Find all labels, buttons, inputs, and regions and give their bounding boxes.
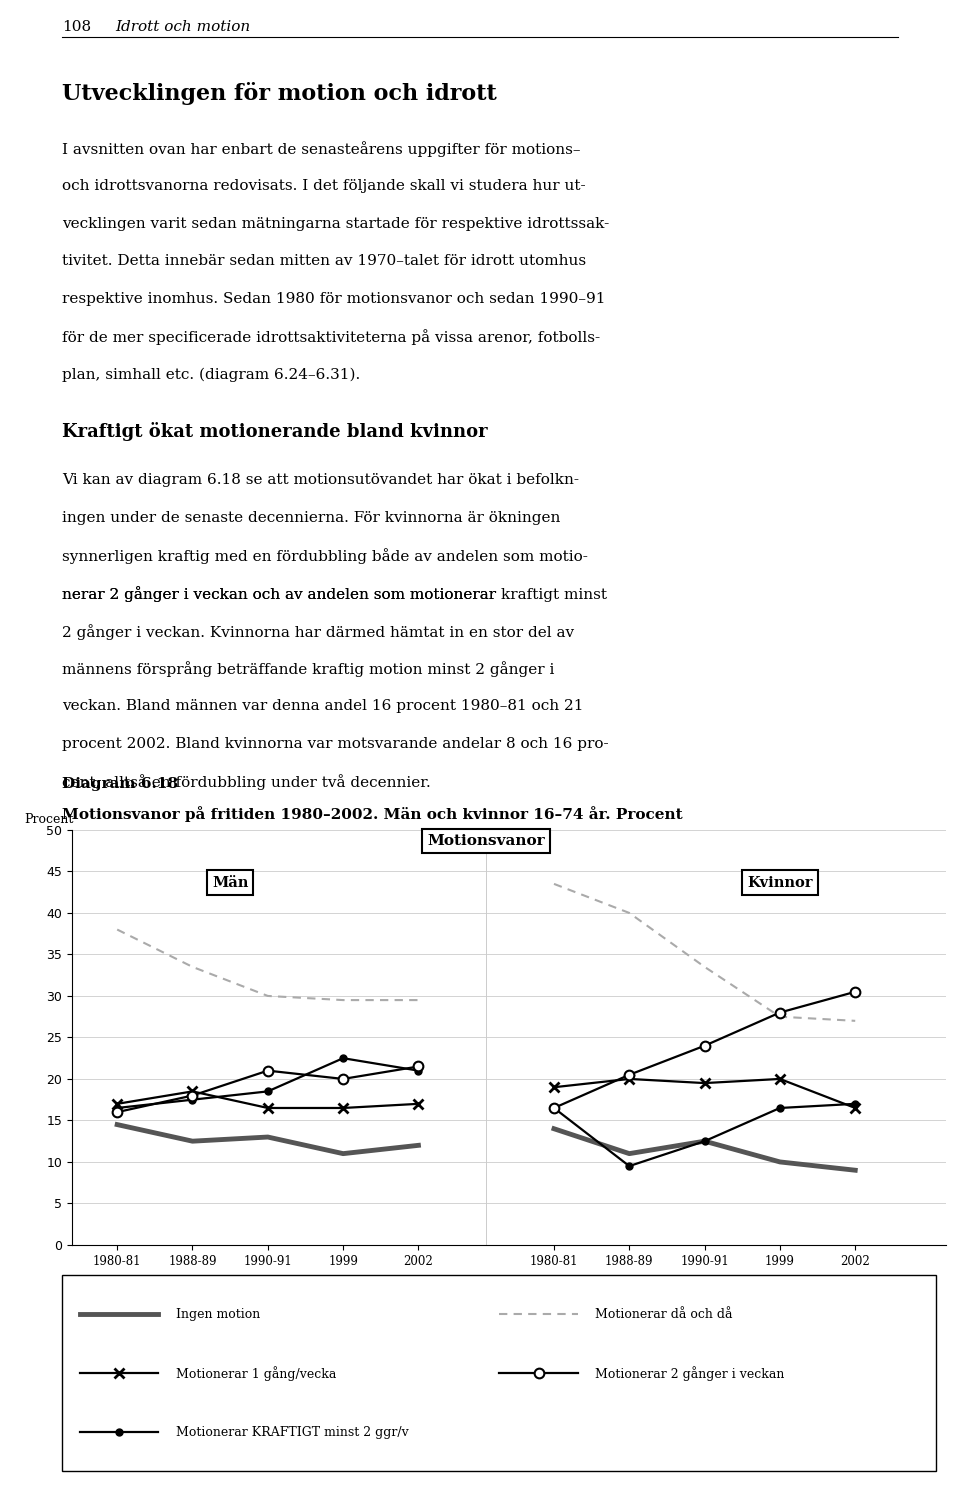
Text: Idrott och motion: Idrott och motion — [115, 20, 251, 33]
Text: procent 2002. Bland kvinnorna var motsvarande andelar 8 och 16 pro-: procent 2002. Bland kvinnorna var motsva… — [62, 736, 609, 751]
Text: för de mer specificerade idrottsaktiviteterna på vissa arenor, fotbolls-: för de mer specificerade idrottsaktivite… — [62, 329, 601, 346]
Text: och idrottsvanorna redovisats. I det följande skall vi studera hur ut-: och idrottsvanorna redovisats. I det föl… — [62, 180, 586, 193]
Text: I avsnitten ovan har enbart de senasteårens uppgifter för motions–: I avsnitten ovan har enbart de senasteår… — [62, 142, 581, 157]
Text: nerar 2 gånger i veckan och av andelen som motionerar kraftigt minst: nerar 2 gånger i veckan och av andelen s… — [62, 585, 608, 602]
Text: Kvinnor: Kvinnor — [747, 875, 813, 890]
Text: Kraftigt ökat motionerande bland kvinnor: Kraftigt ökat motionerande bland kvinnor — [62, 423, 488, 441]
Text: Motionsvanor på fritiden 1980–2002. Män och kvinnor 16–74 år. Procent: Motionsvanor på fritiden 1980–2002. Män … — [62, 806, 683, 822]
Text: 108: 108 — [62, 20, 91, 33]
Text: Vi kan av diagram 6.18 se att motionsutövandet har ökat i befolkn-: Vi kan av diagram 6.18 se att motionsutö… — [62, 474, 580, 487]
Text: Motionsvanor: Motionsvanor — [427, 834, 545, 848]
Text: veckan. Bland männen var denna andel 16 procent 1980–81 och 21: veckan. Bland männen var denna andel 16 … — [62, 699, 584, 714]
Text: vecklingen varit sedan mätningarna startade för respektive idrottssak-: vecklingen varit sedan mätningarna start… — [62, 217, 610, 231]
FancyBboxPatch shape — [62, 1275, 936, 1471]
Text: 2 gånger i veckan. Kvinnorna har därmed hämtat in en stor del av: 2 gånger i veckan. Kvinnorna har därmed … — [62, 623, 574, 640]
Text: Procent: Procent — [24, 813, 73, 825]
Text: Motionerar 1 gång/vecka: Motionerar 1 gång/vecka — [176, 1366, 336, 1381]
Text: Motionerar då och då: Motionerar då och då — [595, 1308, 732, 1320]
Text: Motionerar KRAFTIGT minst 2 ggr/v: Motionerar KRAFTIGT minst 2 ggr/v — [176, 1426, 409, 1438]
Text: cent, alltså en fördubbling under två decennier.: cent, alltså en fördubbling under två de… — [62, 774, 431, 791]
Text: respektive inomhus. Sedan 1980 för motionsvanor och sedan 1990–91: respektive inomhus. Sedan 1980 för motio… — [62, 291, 606, 306]
Text: Diagram 6.18: Diagram 6.18 — [62, 777, 179, 791]
Text: tivitet. Detta innebär sedan mitten av 1970–talet för idrott utomhus: tivitet. Detta innebär sedan mitten av 1… — [62, 254, 587, 269]
Text: synnerligen kraftig med en fördubbling både av andelen som motio-: synnerligen kraftig med en fördubbling b… — [62, 548, 588, 564]
Text: männens försprång beträffande kraftig motion minst 2 gånger i: männens försprång beträffande kraftig mo… — [62, 661, 555, 678]
Text: Ingen motion: Ingen motion — [176, 1308, 260, 1320]
Text: plan, simhall etc. (diagram 6.24–6.31).: plan, simhall etc. (diagram 6.24–6.31). — [62, 367, 361, 382]
Text: Utvecklingen för motion och idrott: Utvecklingen för motion och idrott — [62, 83, 497, 106]
Text: nerar 2 gånger i veckan och av andelen som motionerar: nerar 2 gånger i veckan och av andelen s… — [62, 585, 501, 602]
Text: Motionerar 2 gånger i veckan: Motionerar 2 gånger i veckan — [595, 1366, 784, 1381]
Text: ingen under de senaste decennierna. För kvinnorna är ökningen: ingen under de senaste decennierna. För … — [62, 512, 561, 525]
Text: Män: Män — [212, 875, 249, 890]
